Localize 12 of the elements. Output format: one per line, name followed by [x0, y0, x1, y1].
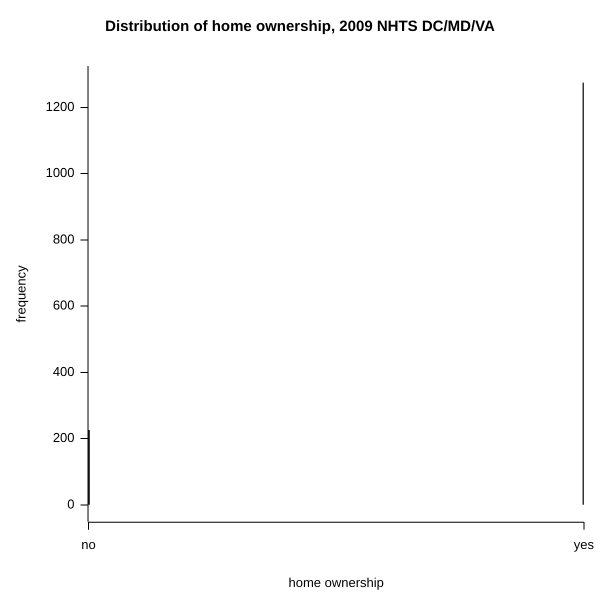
y-tick-label: 1200	[46, 98, 75, 114]
x-tick-label: yes	[574, 537, 594, 552]
y-axis-title: frequency	[13, 264, 28, 322]
x-tick-label: no	[81, 537, 96, 552]
y-tick-label: 0	[67, 496, 75, 512]
y-tick-label: 400	[52, 364, 75, 379]
y-tick-label: 1000	[46, 165, 75, 180]
y-tick-label: 600	[52, 298, 75, 313]
chart-title: Distribution of home ownership, 2009 NHTS DC/MD/VA	[105, 18, 496, 36]
y-tick-label: 200	[52, 430, 75, 446]
y-tick-label: 800	[52, 231, 75, 246]
x-axis-title: home ownership	[288, 574, 384, 590]
